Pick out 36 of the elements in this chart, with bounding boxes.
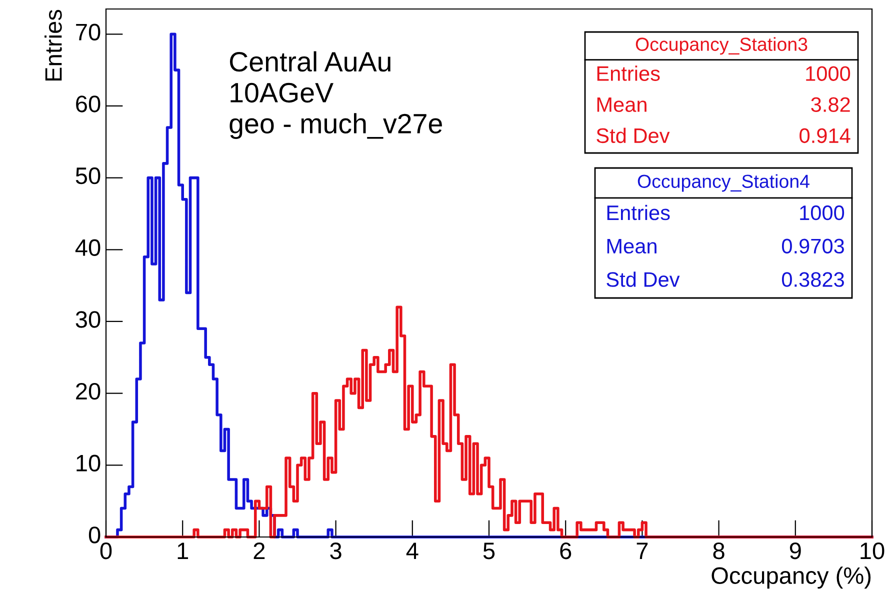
x-tick-label: 8 — [713, 542, 724, 560]
y-tick-label: 0 — [88, 526, 100, 544]
x-tick-label: 0 — [100, 542, 112, 560]
x-tick-label: 10 — [860, 542, 884, 560]
y-tick-label: 60 — [76, 96, 100, 112]
annotation: Mean — [597, 97, 646, 112]
x-tick-label: 3 — [330, 542, 342, 560]
y-tick-label: 30 — [76, 311, 100, 328]
annotation: 0.3823 — [782, 272, 844, 287]
annotation: 1000 — [800, 205, 844, 220]
x-tick-label: 7 — [636, 542, 648, 559]
y-axis-title: Entries — [44, 10, 62, 81]
x-axis-title: Occupancy (%) — [712, 566, 871, 589]
x-tick-label: 6 — [560, 542, 572, 560]
annotation: Central AuAu 10AGeV geo - much_v27e — [230, 51, 442, 139]
x-tick-label: 2 — [254, 542, 265, 559]
annotation: Std Dev — [596, 128, 670, 144]
x-tick-label: 5 — [483, 542, 495, 560]
annotation: Mean — [607, 239, 656, 254]
y-tick-label: 40 — [75, 239, 100, 256]
y-tick-label: 20 — [76, 382, 100, 400]
text: Occupancy_Station4 — [638, 174, 810, 192]
annotation: Std Dev — [606, 272, 680, 287]
x-tick-label: 4 — [406, 542, 418, 559]
annotation: 0.9703 — [782, 238, 844, 254]
y-tick-label: 70 — [76, 24, 100, 40]
annotation: Entries — [607, 204, 670, 220]
annotation: 1000 — [806, 66, 850, 81]
annotation: Entries — [597, 66, 660, 81]
y-tick-label: 10 — [76, 454, 100, 472]
x-tick-label: 9 — [790, 542, 801, 560]
annotation: 3.82 — [811, 97, 850, 112]
text: Occupancy_Station3 — [636, 37, 808, 55]
y-tick-label: 50 — [76, 167, 100, 184]
x-tick-label: 1 — [178, 542, 188, 559]
annotation: 0.914 — [800, 128, 850, 144]
